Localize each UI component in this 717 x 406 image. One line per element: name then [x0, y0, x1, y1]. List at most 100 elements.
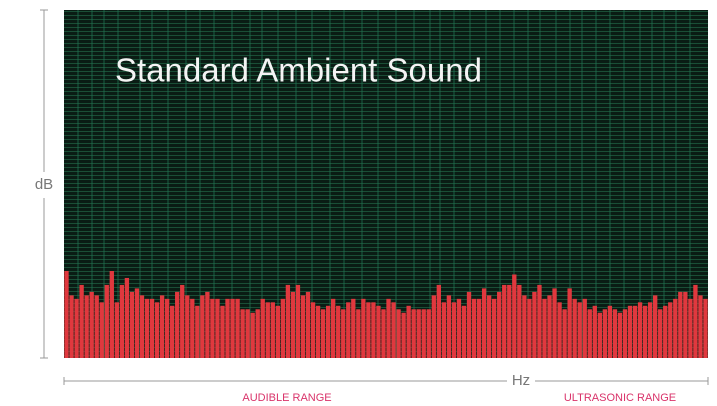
bar [587, 309, 592, 358]
bar [502, 284, 507, 358]
bar [300, 295, 306, 358]
bar [481, 288, 487, 358]
bar [461, 305, 467, 358]
bar [532, 291, 537, 358]
bar [517, 284, 522, 358]
bar [391, 302, 396, 358]
bar [210, 298, 215, 358]
bar [240, 309, 245, 358]
bar [658, 309, 663, 358]
bar [336, 305, 341, 358]
bar [94, 295, 99, 358]
bar [325, 305, 331, 358]
bar [617, 312, 623, 358]
y-axis [40, 9, 48, 359]
bar [451, 302, 457, 358]
bar [366, 302, 371, 358]
bar [683, 291, 688, 358]
bar [134, 288, 140, 358]
bar [507, 284, 512, 358]
bar [64, 271, 69, 358]
bar [371, 302, 376, 358]
bar [572, 298, 577, 358]
bar [653, 295, 658, 358]
bar [250, 312, 255, 358]
bar [567, 288, 572, 358]
bar [552, 288, 557, 358]
range-label: AUDIBLE RANGE [242, 392, 331, 404]
x-axis [63, 377, 709, 385]
bar [89, 291, 94, 358]
bar [431, 295, 436, 358]
bar [351, 298, 356, 358]
bar [466, 291, 472, 358]
bar [471, 298, 477, 358]
y-axis-label: dB [35, 176, 53, 193]
bar [190, 298, 195, 358]
bar [175, 291, 180, 358]
bar [607, 305, 613, 358]
bar [537, 284, 542, 358]
bar [436, 284, 441, 358]
bar [270, 302, 275, 358]
bar [562, 309, 567, 358]
bar [230, 298, 235, 358]
bar [663, 305, 668, 358]
bar [290, 291, 296, 358]
bar [215, 298, 220, 358]
bar [200, 295, 205, 358]
bar [195, 305, 200, 358]
bar [74, 298, 79, 358]
bar [154, 302, 160, 358]
bar [486, 295, 492, 358]
bar [698, 295, 703, 358]
bar [693, 284, 698, 358]
bar [84, 295, 89, 358]
bar [124, 277, 130, 358]
plot-grid [64, 10, 708, 358]
bar [512, 274, 517, 358]
bar [597, 312, 602, 358]
bar [255, 309, 260, 358]
bar [476, 298, 482, 358]
bar [119, 284, 125, 358]
bar [547, 295, 552, 358]
bar [627, 305, 633, 358]
bar [275, 305, 280, 358]
bar [456, 298, 462, 358]
bar [637, 302, 643, 358]
bar [205, 291, 210, 358]
chart-title: Standard Ambient Sound [115, 52, 482, 89]
bar [285, 284, 291, 358]
bar [159, 295, 165, 358]
bar [346, 302, 351, 358]
bar [356, 309, 361, 358]
bar [497, 291, 502, 358]
bar [602, 309, 608, 358]
bar [522, 295, 527, 358]
bar [416, 309, 421, 358]
bar [310, 302, 316, 358]
bar [225, 298, 230, 358]
bar [386, 298, 391, 358]
bar [320, 309, 326, 358]
bar [69, 295, 74, 358]
bar [341, 309, 346, 358]
bar [104, 284, 109, 358]
bar [185, 295, 190, 358]
bar [557, 302, 562, 358]
bar [315, 305, 321, 358]
bar [401, 312, 406, 358]
bar [129, 291, 135, 358]
bars [64, 271, 708, 358]
bar [180, 284, 185, 358]
bar [109, 271, 114, 358]
bar [647, 302, 653, 358]
bar [582, 298, 587, 358]
bar [441, 302, 447, 358]
bar [542, 298, 547, 358]
bar [144, 298, 150, 358]
bar [678, 291, 683, 358]
bar [79, 284, 84, 358]
